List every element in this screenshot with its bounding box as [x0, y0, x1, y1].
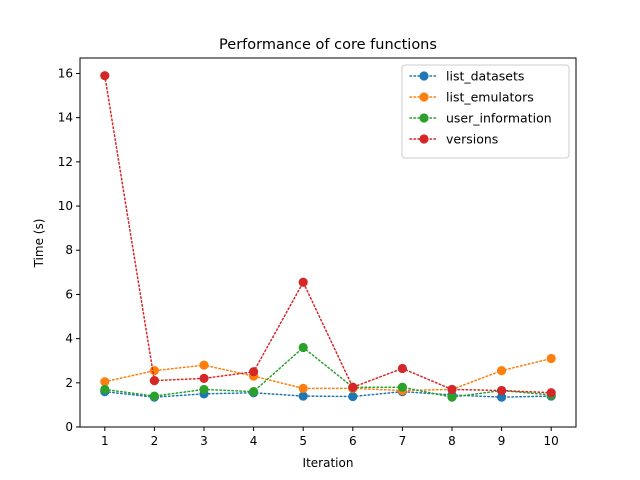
y-tick-label: 6	[65, 287, 73, 301]
data-point-versions	[348, 382, 358, 392]
legend-marker	[419, 71, 429, 81]
data-point-versions	[100, 71, 110, 81]
legend-item-list_emulators: list_emulators	[409, 90, 534, 105]
series-layer	[100, 71, 556, 402]
y-tick-label: 0	[65, 420, 73, 434]
x-tick-label: 9	[498, 434, 506, 448]
data-point-list_emulators	[546, 353, 556, 364]
x-tick-label: 8	[448, 434, 456, 448]
data-point-list_emulators	[100, 377, 110, 387]
x-tick-label: 1	[101, 434, 109, 448]
data-point-versions	[199, 373, 209, 383]
data-point-list_emulators	[497, 366, 507, 376]
y-axis: 0 2 4 6 8 10 12 14 16	[58, 66, 80, 434]
data-point-user_information	[249, 387, 259, 397]
legend-label: versions	[446, 132, 498, 147]
x-tick-label: 5	[299, 434, 307, 448]
y-tick-label: 4	[65, 332, 73, 346]
data-point-user_information	[397, 382, 407, 392]
y-tick-label: 8	[65, 243, 73, 257]
y-tick-label: 16	[58, 66, 73, 80]
x-axis-label: Iteration	[303, 456, 354, 470]
series-line-list_emulators	[104, 357, 552, 392]
legend-box	[401, 64, 570, 159]
y-axis-label: Time (s)	[32, 219, 46, 269]
x-tick-label: 6	[349, 434, 357, 448]
data-point-versions	[249, 367, 259, 377]
data-point-versions	[298, 277, 308, 287]
series-line-user_information	[104, 346, 552, 398]
data-point-versions	[149, 375, 159, 386]
data-point-user_information	[199, 384, 209, 395]
data-point-list_emulators	[149, 366, 159, 376]
legend-label: list_datasets	[446, 69, 524, 84]
x-tick-label: 2	[151, 434, 159, 448]
x-tick-label: 4	[250, 434, 258, 448]
data-point-list_datasets	[348, 391, 358, 402]
data-point-user_information	[149, 391, 159, 401]
legend-marker	[419, 113, 429, 123]
series-line-list_datasets	[104, 390, 552, 398]
data-point-versions	[546, 388, 556, 398]
y-tick-label: 2	[65, 376, 73, 390]
data-point-user_information	[447, 392, 457, 402]
x-axis: 1 2 3 4 5 6 7 8 9 10	[101, 427, 559, 448]
x-tick-label: 7	[399, 434, 407, 448]
y-tick-label: 12	[58, 155, 73, 169]
x-tick-label: 10	[544, 434, 559, 448]
legend-item-versions: versions	[409, 132, 498, 147]
plot-frame	[79, 57, 577, 428]
chart-title: Performance of core functions	[219, 37, 437, 53]
legend-label: list_emulators	[446, 90, 534, 105]
legend-marker	[419, 92, 429, 102]
data-point-list_datasets	[298, 391, 308, 401]
legend: list_datasets list_emulators user_informat…	[401, 64, 570, 159]
data-point-user_information	[298, 342, 308, 353]
data-point-list_datasets	[497, 392, 507, 402]
data-point-list_emulators	[199, 360, 209, 370]
series-versions	[100, 71, 556, 398]
series-line-versions	[104, 74, 552, 394]
x-tick-label: 3	[200, 434, 208, 448]
legend-label: user_information	[446, 111, 552, 126]
data-point-list_emulators	[298, 383, 308, 393]
data-point-versions	[447, 384, 457, 395]
legend-marker	[419, 134, 429, 144]
data-point-versions	[497, 385, 507, 396]
legend-item-user_information: user_information	[409, 111, 552, 126]
legend-item-list_datasets: list_datasets	[409, 69, 524, 84]
y-tick-label: 10	[58, 199, 73, 213]
data-point-versions	[397, 363, 407, 374]
y-tick-label: 14	[58, 111, 73, 125]
data-point-user_information	[100, 384, 110, 395]
